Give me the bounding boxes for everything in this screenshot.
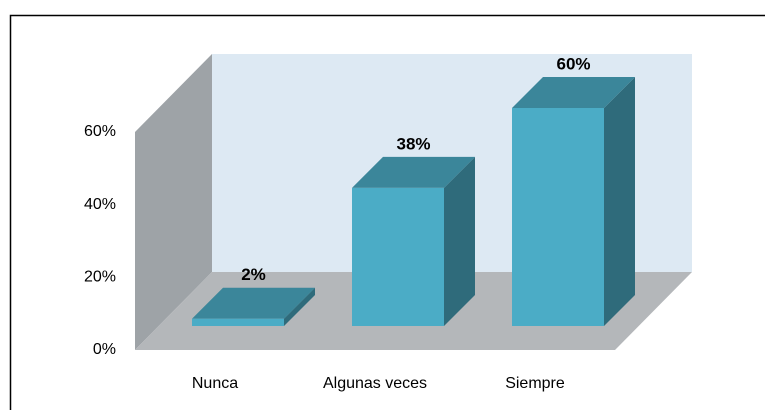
side-wall xyxy=(135,54,212,350)
bar-side xyxy=(284,287,315,326)
x-tick-label: Nunca xyxy=(192,375,238,392)
value-label: 2% xyxy=(241,265,266,284)
y-tick-label: 20% xyxy=(84,269,116,286)
value-label: 38% xyxy=(396,134,430,153)
bar-side xyxy=(604,77,635,326)
y-tick-label: 0% xyxy=(93,341,116,358)
x-tick-label: Algunas veces xyxy=(323,375,427,392)
bar xyxy=(512,108,604,326)
bar-top xyxy=(352,156,475,188)
y-tick-label: 40% xyxy=(84,196,116,213)
x-tick-label: Siempre xyxy=(505,375,565,392)
bar-top xyxy=(512,77,635,108)
value-label: 60% xyxy=(556,54,590,73)
bar xyxy=(192,318,284,326)
bar xyxy=(352,187,444,326)
bar-side xyxy=(444,156,475,326)
y-tick-label: 60% xyxy=(84,123,116,140)
bar-top xyxy=(192,287,315,319)
